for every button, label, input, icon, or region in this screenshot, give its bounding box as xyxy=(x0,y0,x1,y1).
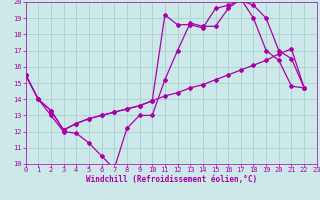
X-axis label: Windchill (Refroidissement éolien,°C): Windchill (Refroidissement éolien,°C) xyxy=(86,175,257,184)
